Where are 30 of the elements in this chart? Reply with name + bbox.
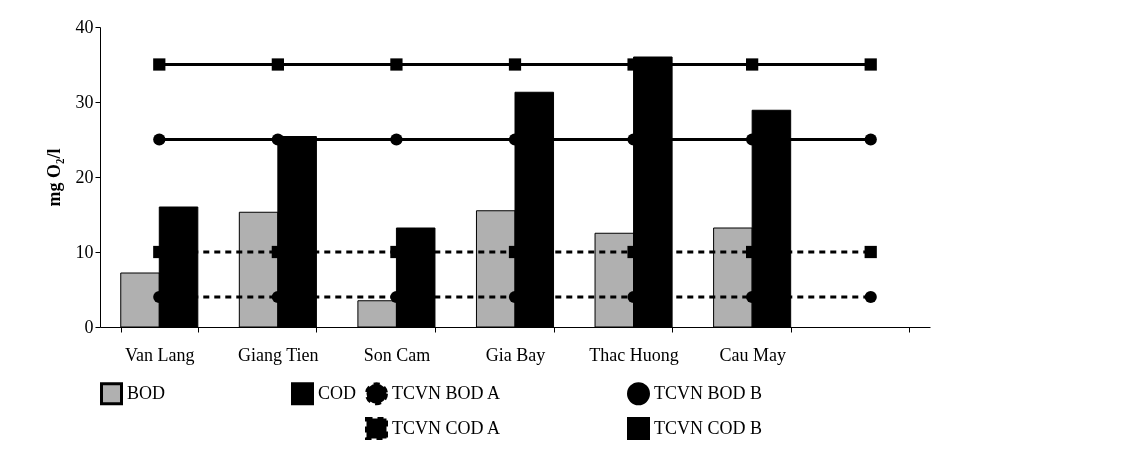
x-tick-label: Van Lang [125,344,195,365]
point [746,58,759,71]
x-tick-label: Giang Tien [238,344,319,365]
x-tick-label: Son Cam [363,344,431,365]
point [153,58,166,71]
legend-label: COD [318,382,357,403]
y-tick-label: 0 [84,316,94,337]
y-tick-label: 40 [75,16,94,37]
point [153,133,166,146]
y-tick-label: 30 [75,91,94,112]
point [271,133,284,146]
y-tick-label: 20 [75,166,94,187]
point [864,133,877,146]
point [390,133,403,146]
x-tick-label: Gia Bay [485,344,546,365]
x-tick-label: Thac Huong [589,344,679,365]
legend-label: TCVN BOD A [392,382,501,403]
point [864,245,877,259]
x-tick-label: Cau May [719,344,786,365]
point [864,290,877,304]
point [508,58,522,71]
legend-label: TCVN COD A [392,417,501,438]
point [864,58,877,71]
y-tick-label: 10 [75,241,94,262]
legend-label: TCVN BOD B [654,382,763,403]
point [390,58,403,71]
y-axis-title: mg O₂/l [43,148,64,207]
legend-label: TCVN COD B [654,417,763,438]
point [271,58,284,71]
legend-label: BOD [127,382,166,403]
